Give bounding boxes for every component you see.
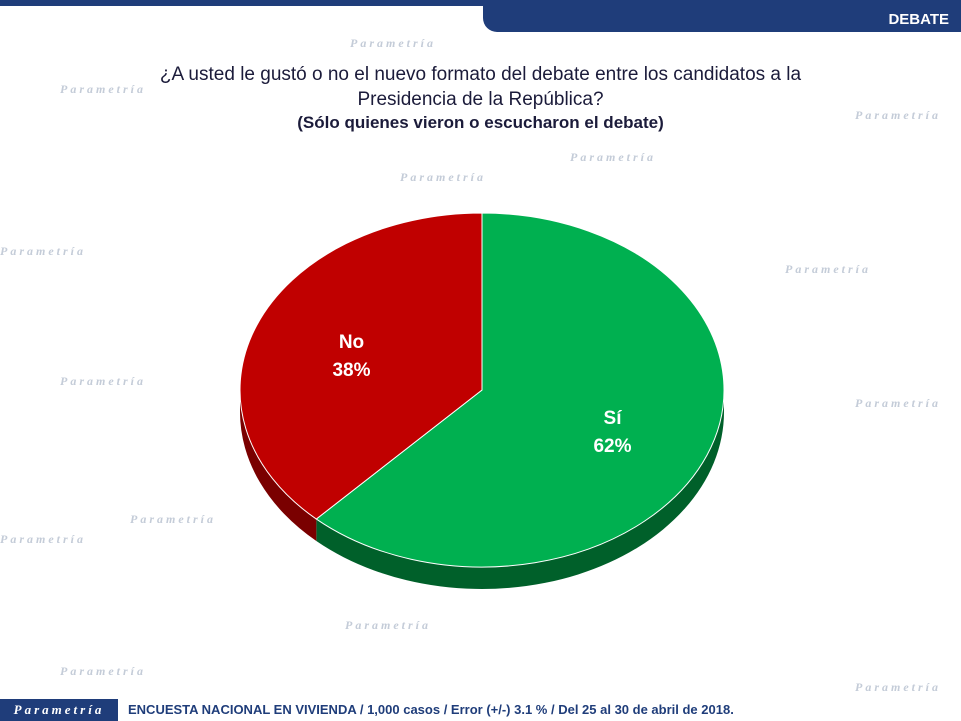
watermark: Parametría — [570, 150, 656, 164]
section-tag-label: DEBATE — [888, 10, 949, 28]
footer: Parametría ENCUESTA NACIONAL EN VIVIENDA… — [0, 699, 961, 721]
pie-slice-1 — [239, 212, 483, 520]
watermark: Parametría — [855, 680, 941, 694]
pie-side-0 — [316, 390, 724, 589]
question-line-2: Presidencia de la República? — [357, 89, 604, 110]
watermark: Parametría — [60, 664, 146, 678]
pie-sides — [240, 390, 724, 589]
watermark: Parametría — [60, 374, 146, 388]
section-tag: DEBATE — [483, 6, 961, 32]
slice-label-0: Sí — [604, 408, 623, 429]
watermark: Parametría — [855, 396, 941, 410]
watermark: Parametría — [350, 36, 436, 50]
pie-side-1 — [240, 390, 317, 542]
footer-note: ENCUESTA NACIONAL EN VIVIENDA / 1,000 ca… — [128, 702, 734, 717]
slice-value-0: 62% — [593, 436, 631, 457]
question-title: ¿A usted le gustó o no el nuevo formato … — [110, 62, 851, 112]
question-subtitle: (Sólo quienes vieron o escucharon el deb… — [297, 113, 664, 132]
top-bar — [0, 0, 961, 6]
question-line-1: ¿A usted le gustó o no el nuevo formato … — [159, 64, 802, 85]
watermark: Parametría — [855, 108, 941, 122]
watermark: Parametría — [345, 618, 431, 632]
watermark: Parametría — [785, 262, 871, 276]
slice-value-1: 38% — [332, 360, 370, 381]
watermark: Parametría — [400, 170, 486, 184]
watermark: Parametría — [130, 512, 216, 526]
watermark: Parametría — [0, 532, 86, 546]
footer-brand: Parametría — [0, 699, 118, 721]
pie-slice-0 — [315, 212, 725, 568]
slice-label-1: No — [339, 332, 364, 353]
watermark: Parametría — [0, 244, 86, 258]
watermark: Parametría — [60, 82, 146, 96]
